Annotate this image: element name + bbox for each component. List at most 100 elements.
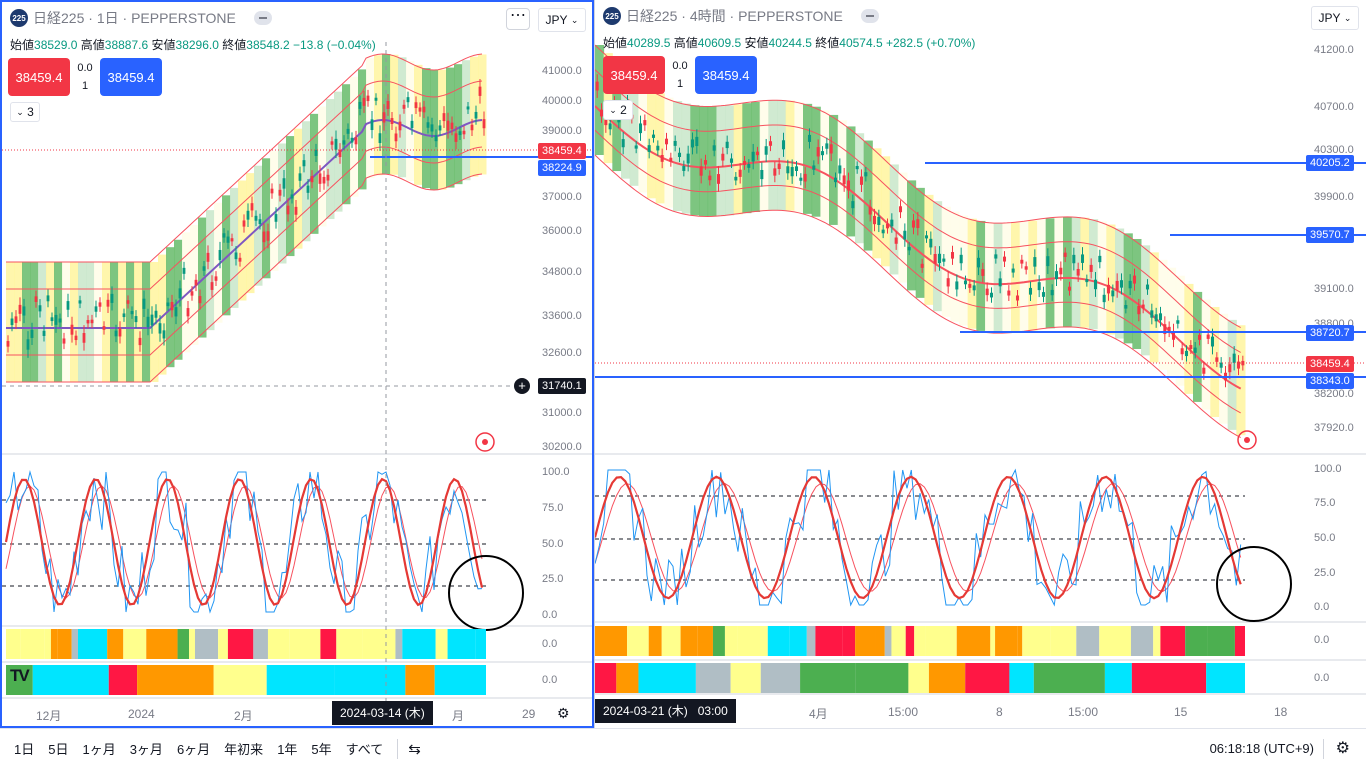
candle-body	[482, 119, 486, 129]
timeframe-6m[interactable]: 6ヶ月	[176, 742, 211, 757]
buy-button[interactable]: 38459.4	[100, 58, 162, 96]
timeframe-5d[interactable]: 5日	[48, 742, 69, 757]
band-zone	[777, 100, 787, 211]
interval-label[interactable]: 1日	[96, 10, 119, 26]
candle-body	[42, 330, 46, 336]
minimize-legend-button[interactable]	[253, 11, 272, 25]
band-zone	[246, 173, 255, 294]
candle-body	[122, 313, 126, 318]
candle-body	[1085, 279, 1089, 283]
timeframe-3m[interactable]: 3ヶ月	[129, 742, 163, 757]
x-label-apr: 4月	[809, 707, 828, 721]
trend-strip-cell	[855, 663, 909, 693]
clock-timezone[interactable]: 06:18:18 (UTC+9)	[1209, 741, 1314, 756]
candle-body	[911, 220, 916, 228]
chart-pane-4h[interactable]: 225 日経225 · 4時間 · PEPPERSTONE JPY ⌄ 始値40…	[594, 0, 1366, 728]
candle-body	[214, 276, 218, 281]
candle-body	[1193, 347, 1197, 353]
current-price-tag: 38459.4	[1306, 356, 1354, 372]
spread-qty: 0.0 1	[665, 57, 695, 93]
trend-strip-cell	[1131, 663, 1207, 693]
axis-settings-icon[interactable]: ⚙	[557, 705, 570, 721]
minimize-legend-button[interactable]	[860, 9, 879, 23]
band-zone	[366, 58, 375, 179]
candle-body	[794, 166, 799, 171]
price-axis-label: 34800.0	[542, 266, 582, 278]
candle-body	[350, 137, 354, 143]
candle-body	[378, 133, 382, 144]
currency-select[interactable]: JPY ⌄	[538, 8, 586, 32]
timeframe-1y[interactable]: 1年	[277, 742, 298, 757]
candle-body	[1089, 264, 1093, 272]
quantity-value[interactable]: 1	[676, 78, 684, 90]
candle-body	[924, 235, 929, 239]
timeframe-all[interactable]: すべて	[345, 742, 384, 757]
x-label-feb: 2月	[234, 709, 253, 723]
band-zone	[1028, 220, 1038, 331]
band-zone	[1201, 299, 1211, 410]
symbol-title[interactable]: 日経225	[626, 8, 678, 24]
4h-chart-canvas[interactable]	[595, 0, 1366, 728]
currency-select[interactable]: JPY ⌄	[1311, 6, 1359, 30]
candle-body	[1072, 254, 1076, 264]
signal-strip-cell	[1207, 626, 1235, 656]
timeframe-5y[interactable]: 5年	[311, 742, 332, 757]
candle-body	[98, 302, 102, 307]
signal-strip-cell	[1234, 626, 1245, 656]
trend-strip-cell	[1033, 663, 1105, 693]
sell-button[interactable]: 38459.4	[8, 58, 70, 96]
signal-strip-cell	[806, 626, 816, 656]
timeframe-1m[interactable]: 1ヶ月	[82, 742, 116, 757]
symbol-title[interactable]: 日経225	[33, 10, 85, 26]
band-zone	[1158, 259, 1168, 370]
band-zone	[655, 93, 665, 204]
trend-strip-cell	[405, 665, 435, 695]
candle-body	[1241, 360, 1245, 366]
band-zone	[158, 254, 167, 375]
candle-body	[994, 254, 998, 259]
candle-body	[920, 263, 924, 268]
signal-strip-cell	[1017, 626, 1023, 656]
goto-date-icon[interactable]: ⇆	[408, 740, 421, 758]
chart-pane-daily[interactable]: 225 日経225 · 1日 · PEPPERSTONE ⋯ JPY ⌄ 始値3…	[0, 0, 594, 728]
band-zone	[638, 82, 648, 193]
daily-chart-canvas[interactable]	[2, 2, 592, 726]
band-zone	[855, 133, 865, 244]
band-zone	[837, 120, 847, 231]
candle-body	[1215, 357, 1219, 362]
band-zone	[134, 262, 143, 382]
buy-button[interactable]: 38459.4	[695, 56, 757, 94]
interval-label[interactable]: 4時間	[689, 8, 726, 24]
candle-body	[1106, 284, 1111, 294]
candle-body	[660, 154, 664, 162]
symbol-logo-icon: 225	[603, 7, 621, 25]
signal-strip-cell	[107, 629, 124, 659]
sell-button[interactable]: 38459.4	[603, 56, 665, 94]
signal-strip-cell	[905, 626, 915, 656]
candle-body	[246, 210, 250, 220]
candle-body	[933, 253, 937, 264]
candle-body	[816, 147, 820, 157]
settings-icon[interactable]: ⚙	[1335, 740, 1350, 757]
candle-body	[790, 167, 794, 177]
candle-body	[725, 141, 729, 149]
crosshair-time: 03:00	[697, 704, 728, 718]
indicators-collapse-button[interactable]: ⌄ 2	[603, 100, 633, 120]
timeframe-ytd[interactable]: 年初来	[224, 742, 264, 757]
add-alert-icon[interactable]: +	[514, 378, 530, 394]
price-axis-label: 32600.0	[542, 347, 582, 359]
candle-body	[621, 139, 625, 148]
candle-body	[254, 215, 258, 221]
candle-body	[434, 135, 438, 142]
candle-body	[54, 314, 58, 325]
trend-strip-cell	[965, 663, 1010, 693]
quantity-value[interactable]: 1	[81, 80, 89, 92]
candle-body	[146, 316, 150, 328]
candle-body	[10, 318, 14, 326]
timeframe-1d[interactable]: 1日	[14, 742, 35, 757]
candle-body	[1067, 286, 1072, 291]
candle-body	[110, 293, 114, 303]
more-options-button[interactable]: ⋯	[506, 8, 530, 30]
candle-body	[855, 165, 859, 170]
indicators-collapse-button[interactable]: ⌄ 3	[10, 102, 40, 122]
